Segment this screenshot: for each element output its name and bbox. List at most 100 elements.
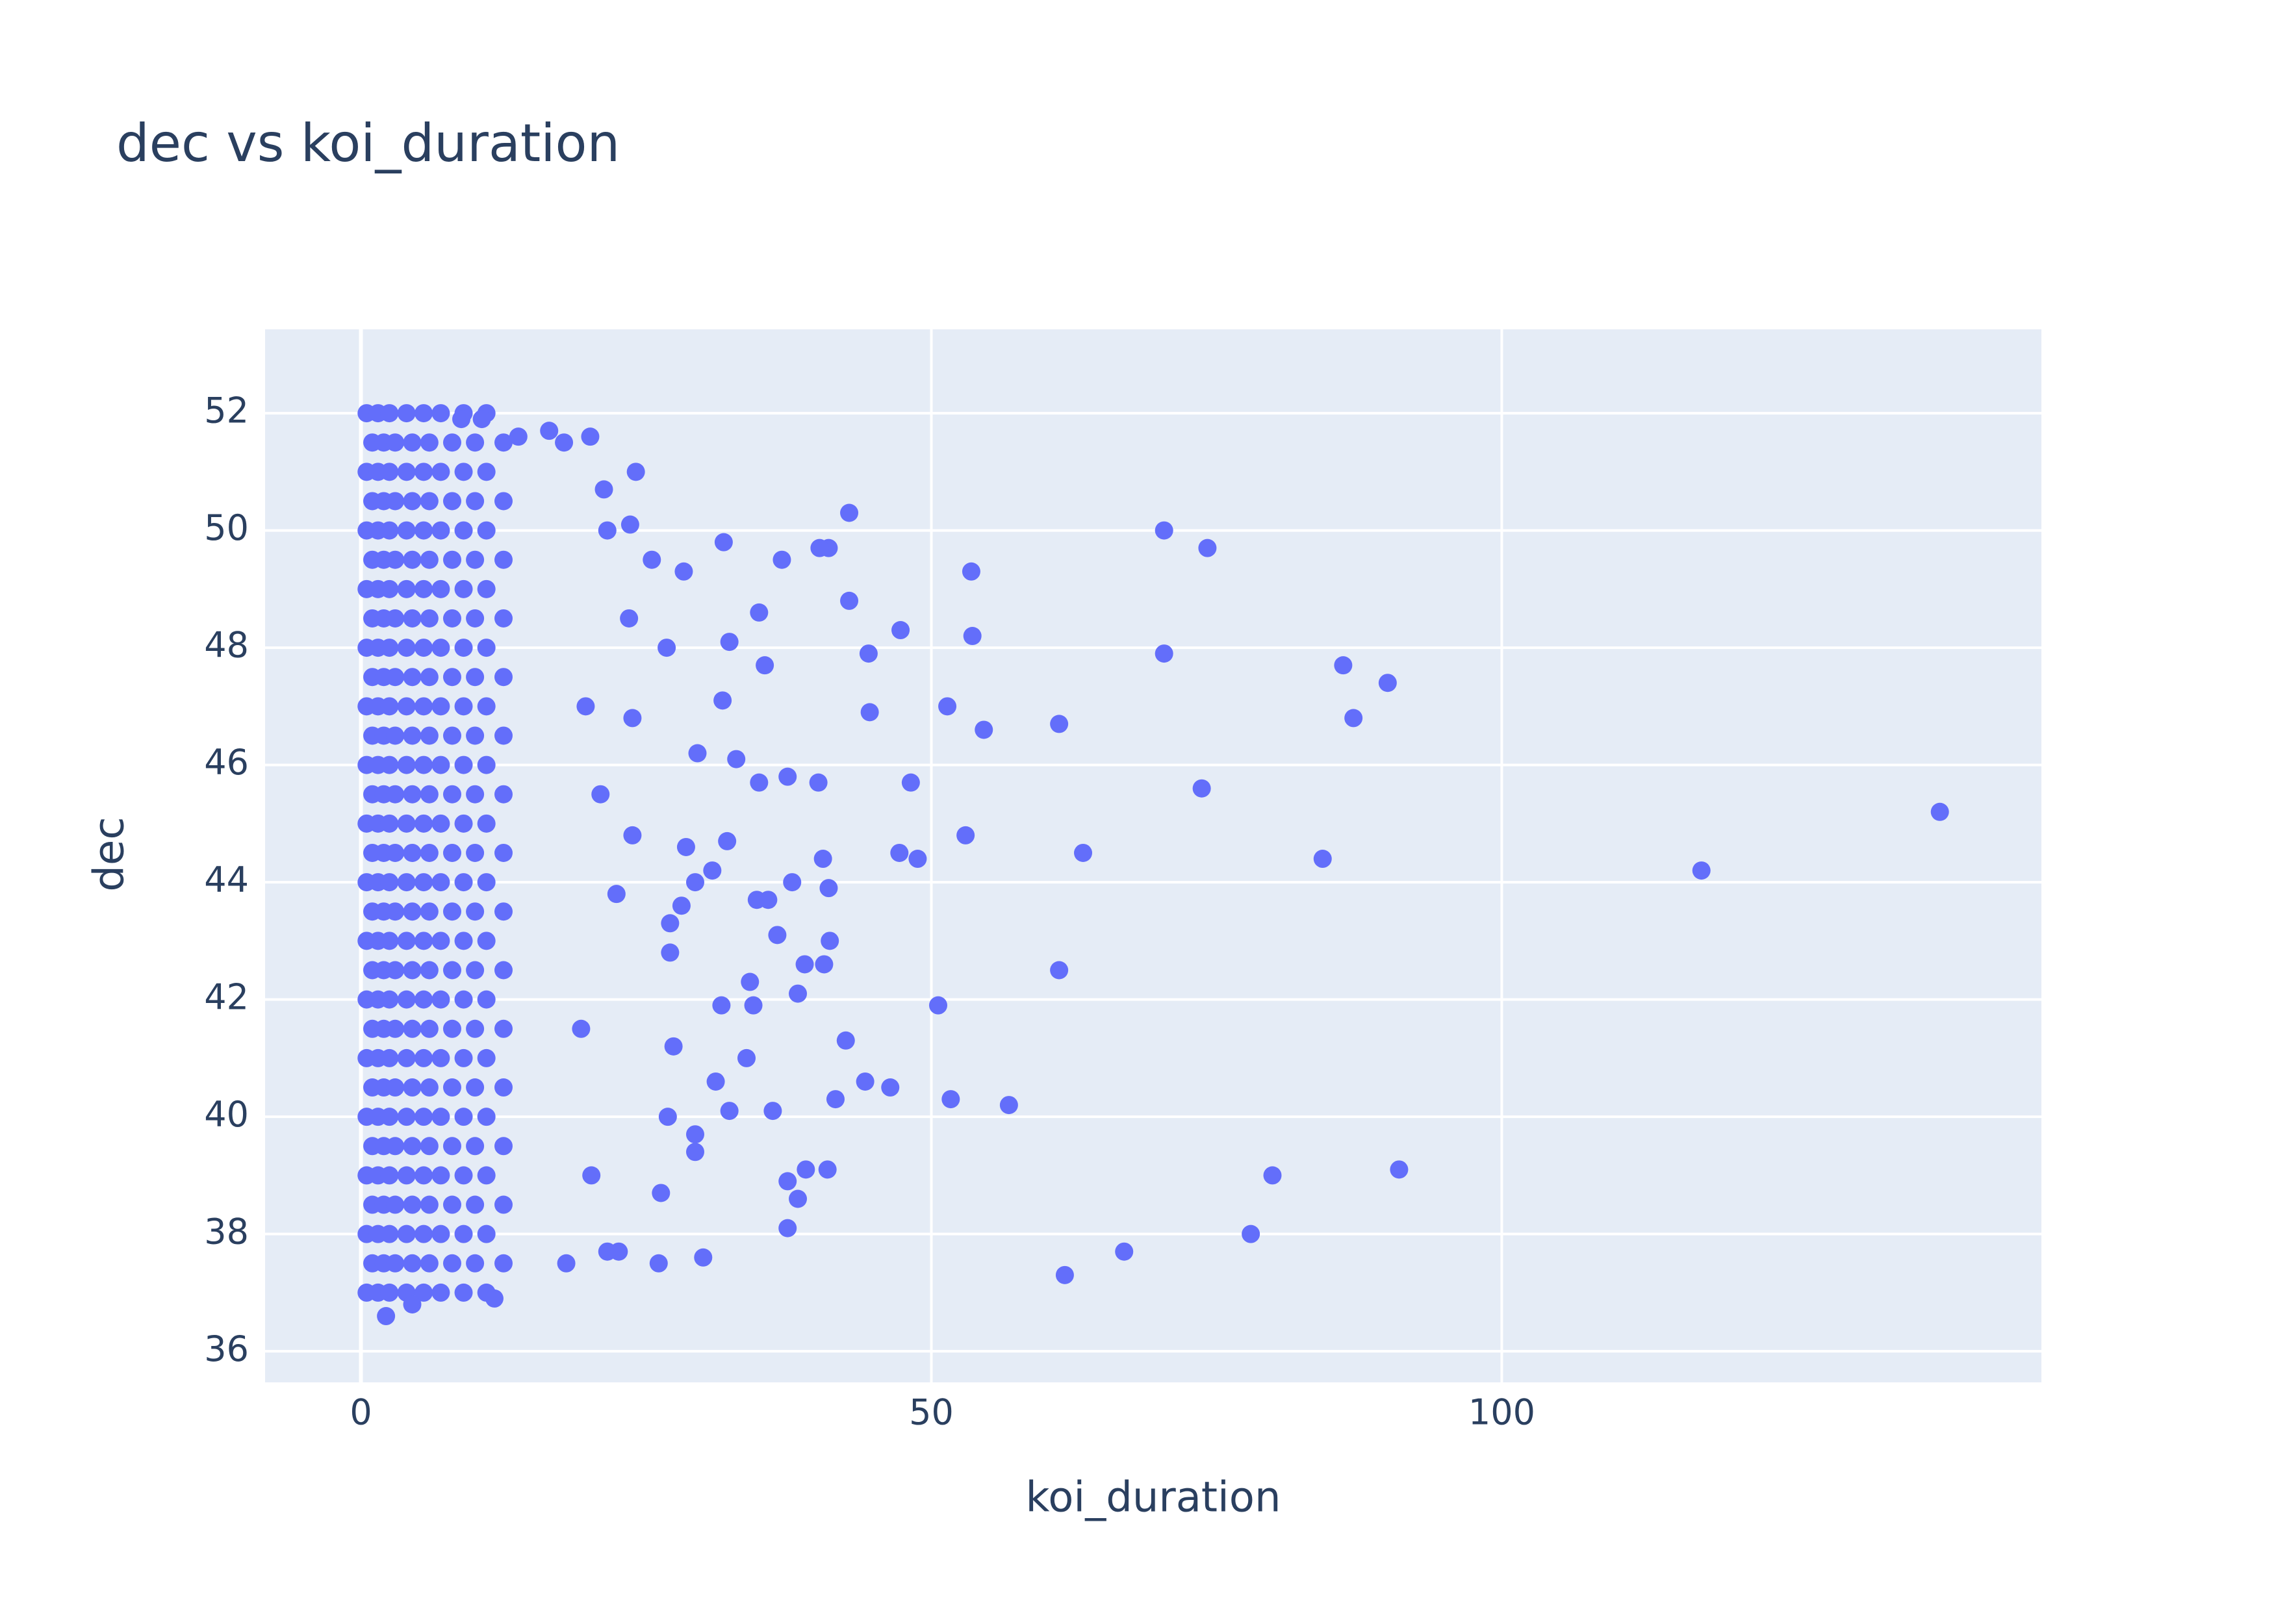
- point: [415, 1224, 433, 1243]
- y-tick-label: 38: [204, 1211, 249, 1252]
- point: [591, 785, 610, 804]
- point: [661, 914, 680, 933]
- point: [836, 1031, 855, 1050]
- y-tick-label: 36: [204, 1328, 249, 1369]
- point: [403, 609, 422, 628]
- point: [466, 1078, 485, 1097]
- point: [576, 697, 595, 716]
- point: [477, 873, 496, 892]
- point: [431, 990, 450, 1009]
- point: [454, 932, 473, 950]
- plot-area: [265, 329, 2041, 1382]
- point: [890, 843, 909, 862]
- point: [431, 639, 450, 657]
- point: [685, 1143, 704, 1161]
- point: [386, 609, 405, 628]
- point: [442, 785, 461, 804]
- point: [1155, 644, 1173, 663]
- point: [403, 1295, 422, 1313]
- point: [1192, 779, 1211, 798]
- x-tick-label: 0: [350, 1392, 372, 1433]
- point: [1344, 709, 1363, 728]
- point: [783, 873, 802, 892]
- point: [494, 726, 513, 745]
- point: [477, 579, 496, 598]
- point: [737, 1048, 756, 1067]
- point: [466, 668, 485, 687]
- point: [431, 697, 450, 716]
- point: [485, 1289, 504, 1308]
- point: [380, 1224, 399, 1243]
- point: [442, 1195, 461, 1214]
- point: [477, 1224, 496, 1243]
- point: [442, 961, 461, 980]
- point: [442, 433, 461, 452]
- point: [466, 1254, 485, 1273]
- point: [454, 755, 473, 774]
- point: [442, 492, 461, 511]
- point: [1050, 715, 1069, 733]
- point: [403, 843, 422, 862]
- point: [795, 955, 814, 974]
- point: [454, 873, 473, 892]
- point: [477, 755, 496, 774]
- point: [658, 1108, 677, 1126]
- y-tick-label: 40: [204, 1094, 249, 1135]
- point: [431, 932, 450, 950]
- point: [908, 850, 927, 869]
- point: [756, 656, 774, 675]
- point: [941, 1090, 960, 1109]
- point: [1115, 1242, 1134, 1261]
- point: [494, 1254, 513, 1273]
- point: [494, 433, 513, 452]
- point: [557, 1254, 576, 1273]
- point: [649, 1254, 668, 1273]
- point: [442, 902, 461, 921]
- point: [415, 990, 433, 1009]
- point: [403, 961, 422, 980]
- point: [454, 814, 473, 833]
- point: [741, 972, 760, 991]
- point: [380, 639, 399, 657]
- point: [415, 873, 433, 892]
- point: [420, 1137, 439, 1156]
- point: [676, 837, 695, 856]
- point: [403, 433, 422, 452]
- point: [466, 902, 485, 921]
- point: [397, 697, 416, 716]
- point: [712, 996, 731, 1015]
- point: [809, 773, 828, 792]
- point: [397, 463, 416, 481]
- point: [494, 609, 513, 628]
- point: [415, 814, 433, 833]
- point: [466, 726, 485, 745]
- point: [818, 1160, 837, 1179]
- point: [797, 1160, 815, 1179]
- point: [789, 1189, 808, 1208]
- point: [598, 521, 617, 540]
- point: [466, 492, 485, 511]
- point: [442, 1078, 461, 1097]
- point: [494, 902, 513, 921]
- point: [856, 1072, 875, 1091]
- point: [403, 668, 422, 687]
- point: [956, 826, 975, 844]
- point: [466, 1019, 485, 1038]
- point: [477, 697, 496, 716]
- point: [431, 404, 450, 423]
- point: [420, 609, 439, 628]
- point: [477, 1048, 496, 1067]
- point: [555, 433, 574, 452]
- point: [377, 1307, 396, 1326]
- point: [397, 873, 416, 892]
- point: [431, 1108, 450, 1126]
- point: [397, 404, 416, 423]
- point: [403, 902, 422, 921]
- x-tick-label: 50: [909, 1392, 954, 1433]
- grid: [265, 329, 2041, 1382]
- point: [744, 996, 763, 1015]
- point: [397, 1048, 416, 1067]
- point: [901, 773, 920, 792]
- point: [386, 1137, 405, 1156]
